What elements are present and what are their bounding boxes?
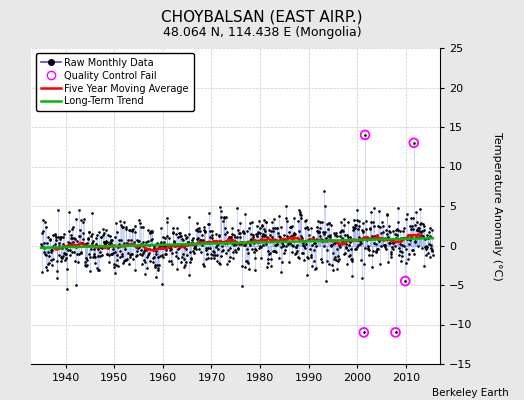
Point xyxy=(401,278,409,284)
Point xyxy=(359,329,368,336)
Text: CHOYBALSAN (EAST AIRP.): CHOYBALSAN (EAST AIRP.) xyxy=(161,10,363,25)
Point xyxy=(410,140,418,146)
Legend: Raw Monthly Data, Quality Control Fail, Five Year Moving Average, Long-Term Tren: Raw Monthly Data, Quality Control Fail, … xyxy=(36,53,194,111)
Text: Berkeley Earth: Berkeley Earth xyxy=(432,388,508,398)
Point xyxy=(361,132,369,138)
Point xyxy=(391,329,400,336)
Text: 48.064 N, 114.438 E (Mongolia): 48.064 N, 114.438 E (Mongolia) xyxy=(162,26,362,39)
Y-axis label: Temperature Anomaly (°C): Temperature Anomaly (°C) xyxy=(492,132,502,280)
